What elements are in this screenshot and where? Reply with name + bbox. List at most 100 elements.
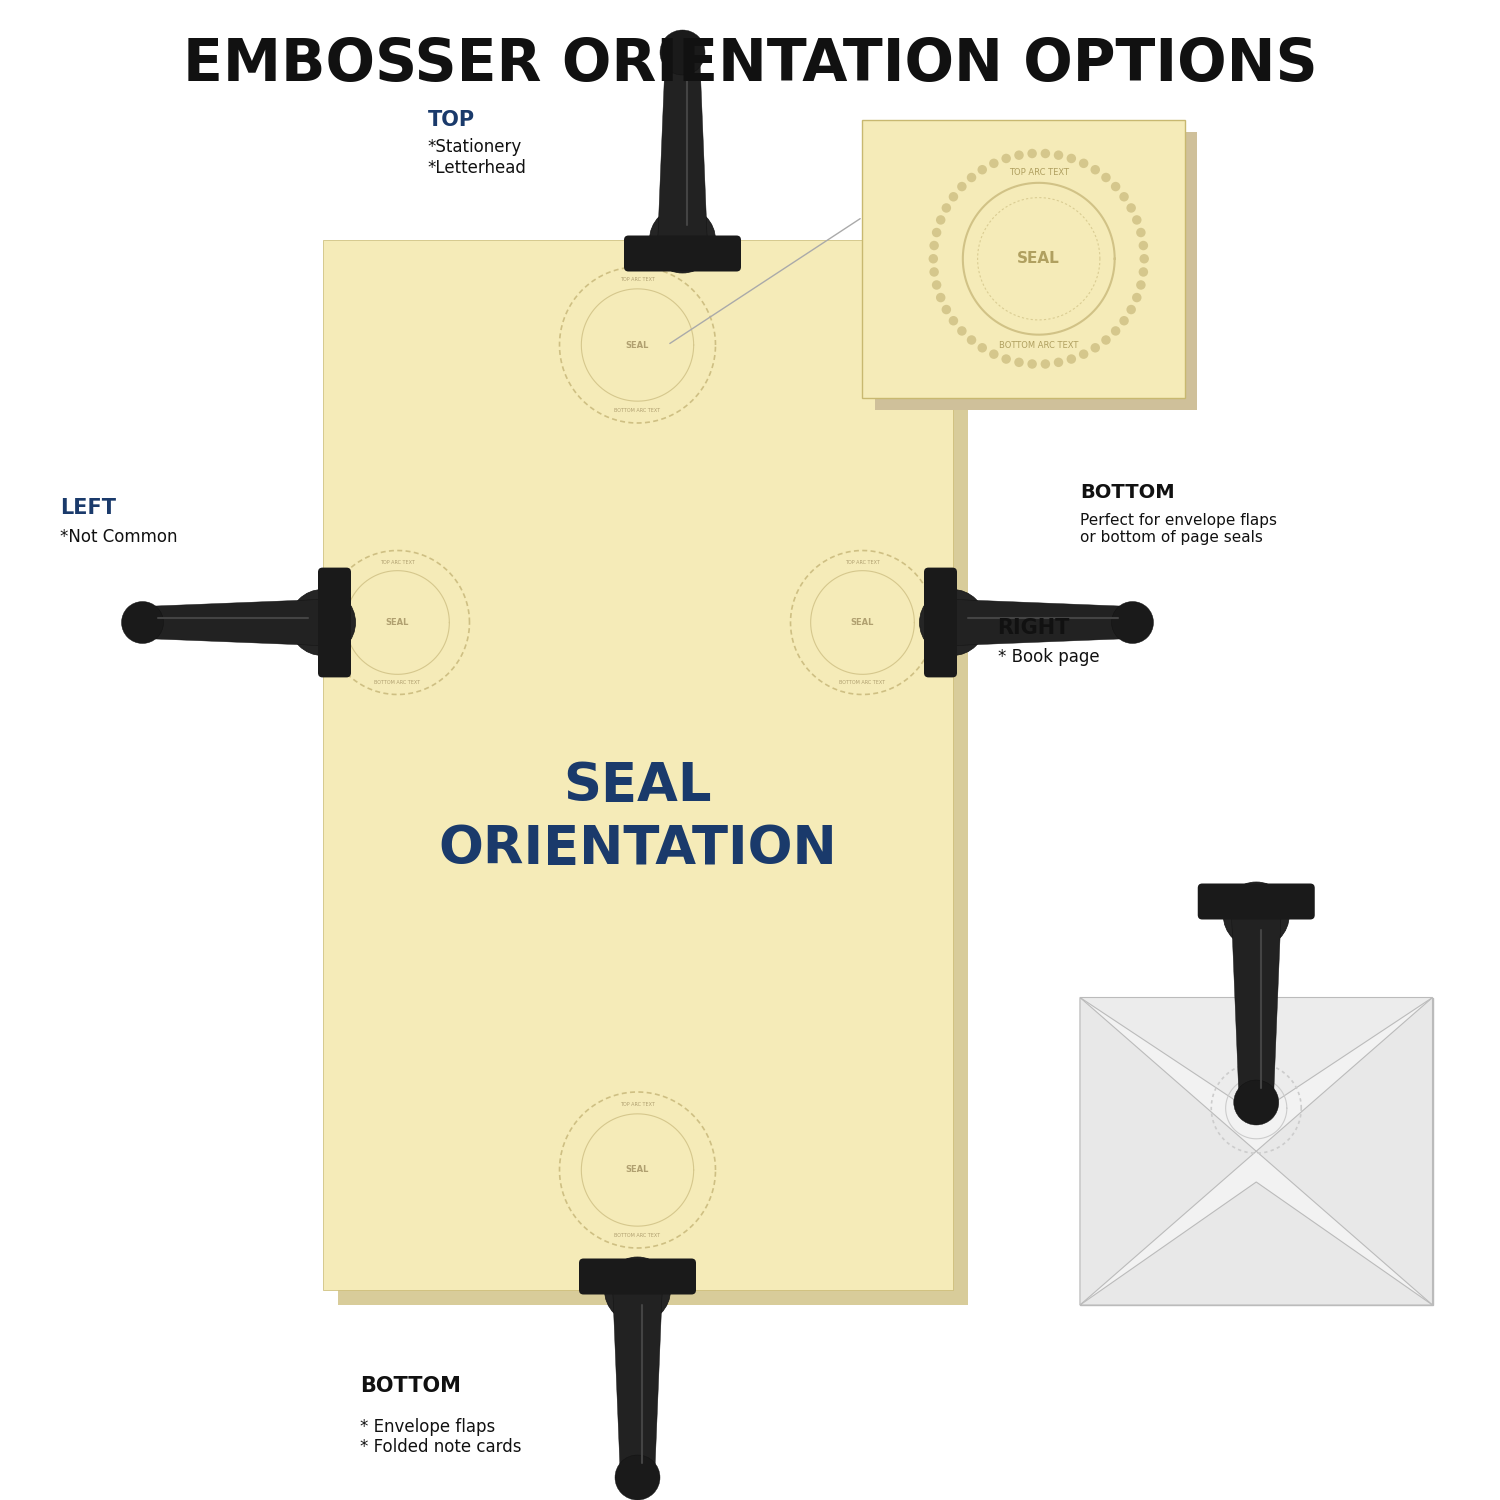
Circle shape [948,316,958,326]
Circle shape [988,350,999,358]
Circle shape [1041,358,1050,369]
Circle shape [948,192,958,201]
Circle shape [1054,357,1064,368]
Circle shape [930,267,939,276]
Text: * Book page: * Book page [998,648,1100,666]
FancyBboxPatch shape [322,240,953,1290]
Circle shape [1028,148,1036,159]
FancyBboxPatch shape [338,255,968,1305]
FancyBboxPatch shape [862,120,1185,398]
Circle shape [1090,165,1100,174]
Circle shape [582,1114,693,1226]
Text: SEAL: SEAL [1246,1106,1266,1112]
Text: BOTTOM ARC TEXT: BOTTOM ARC TEXT [999,340,1078,350]
Circle shape [1132,292,1142,303]
Circle shape [650,207,716,273]
Polygon shape [1080,998,1432,1114]
Circle shape [1132,214,1142,225]
Text: BOTTOM ARC TEXT: BOTTOM ARC TEXT [615,408,660,413]
Circle shape [1066,153,1076,164]
Polygon shape [612,1290,663,1478]
Circle shape [968,336,976,345]
Text: TOP ARC TEXT: TOP ARC TEXT [844,560,880,564]
Circle shape [582,290,693,400]
Circle shape [957,182,966,192]
Polygon shape [952,600,1132,645]
Text: SEAL: SEAL [626,340,650,350]
Text: TOP ARC TEXT: TOP ARC TEXT [620,1102,656,1107]
Circle shape [1078,159,1089,168]
Circle shape [1002,153,1011,164]
Circle shape [1126,304,1136,315]
Circle shape [1112,182,1120,192]
Circle shape [942,304,951,315]
Circle shape [1101,336,1110,345]
Circle shape [1126,202,1136,213]
Circle shape [1028,358,1036,369]
Text: BOTTOM: BOTTOM [360,1376,460,1395]
Polygon shape [1080,998,1256,1305]
Circle shape [978,165,987,174]
Circle shape [1054,150,1064,160]
FancyBboxPatch shape [874,132,1197,410]
FancyBboxPatch shape [579,1258,696,1294]
Circle shape [345,570,450,675]
Circle shape [936,214,945,225]
Circle shape [122,602,164,644]
Circle shape [942,202,951,213]
Circle shape [1090,344,1100,352]
Circle shape [1112,326,1120,336]
Circle shape [988,159,999,168]
Circle shape [1112,602,1154,644]
Circle shape [928,254,938,264]
FancyBboxPatch shape [624,236,741,272]
Circle shape [932,280,942,290]
Text: TOP ARC TEXT: TOP ARC TEXT [620,278,656,282]
Polygon shape [1232,915,1281,1102]
Text: * Envelope flaps
* Folded note cards: * Envelope flaps * Folded note cards [360,1418,522,1456]
Circle shape [660,30,705,75]
Circle shape [290,590,356,656]
Circle shape [1101,172,1110,182]
Circle shape [930,242,939,250]
Circle shape [1041,148,1050,159]
Circle shape [1014,150,1023,160]
Text: BOTTOM: BOTTOM [1080,483,1174,502]
Text: TOP: TOP [427,111,474,130]
Polygon shape [1080,1182,1432,1305]
Text: *Stationery
*Letterhead: *Stationery *Letterhead [427,138,526,177]
Circle shape [1014,357,1023,368]
Text: SEAL: SEAL [626,1166,650,1174]
Circle shape [615,1455,660,1500]
Circle shape [1222,882,1288,948]
Circle shape [1136,280,1146,290]
Circle shape [920,590,986,656]
Text: *Not Common: *Not Common [60,528,177,546]
Text: RIGHT: RIGHT [998,618,1070,638]
Circle shape [1078,350,1089,358]
Circle shape [604,1257,670,1323]
FancyBboxPatch shape [1197,884,1314,920]
Text: TOP ARC TEXT: TOP ARC TEXT [1008,168,1068,177]
Text: BOTTOM ARC TEXT: BOTTOM ARC TEXT [375,681,420,686]
Text: EMBOSSER ORIENTATION OPTIONS: EMBOSSER ORIENTATION OPTIONS [183,36,1317,93]
Circle shape [936,292,945,303]
Circle shape [810,570,915,675]
Polygon shape [657,53,708,240]
Polygon shape [142,600,322,645]
Text: SEAL: SEAL [1017,251,1060,267]
Circle shape [1002,354,1011,364]
Circle shape [932,228,942,237]
Text: BOTTOM ARC TEXT: BOTTOM ARC TEXT [840,681,885,686]
FancyBboxPatch shape [318,567,351,678]
Circle shape [1066,354,1076,364]
Circle shape [1140,254,1149,264]
Circle shape [1119,192,1130,201]
Text: LEFT: LEFT [60,498,116,517]
Text: SEAL: SEAL [386,618,410,627]
Circle shape [1119,316,1130,326]
Circle shape [957,326,966,336]
Text: SEAL
ORIENTATION: SEAL ORIENTATION [438,760,837,874]
Circle shape [1138,242,1148,250]
Circle shape [1136,228,1146,237]
